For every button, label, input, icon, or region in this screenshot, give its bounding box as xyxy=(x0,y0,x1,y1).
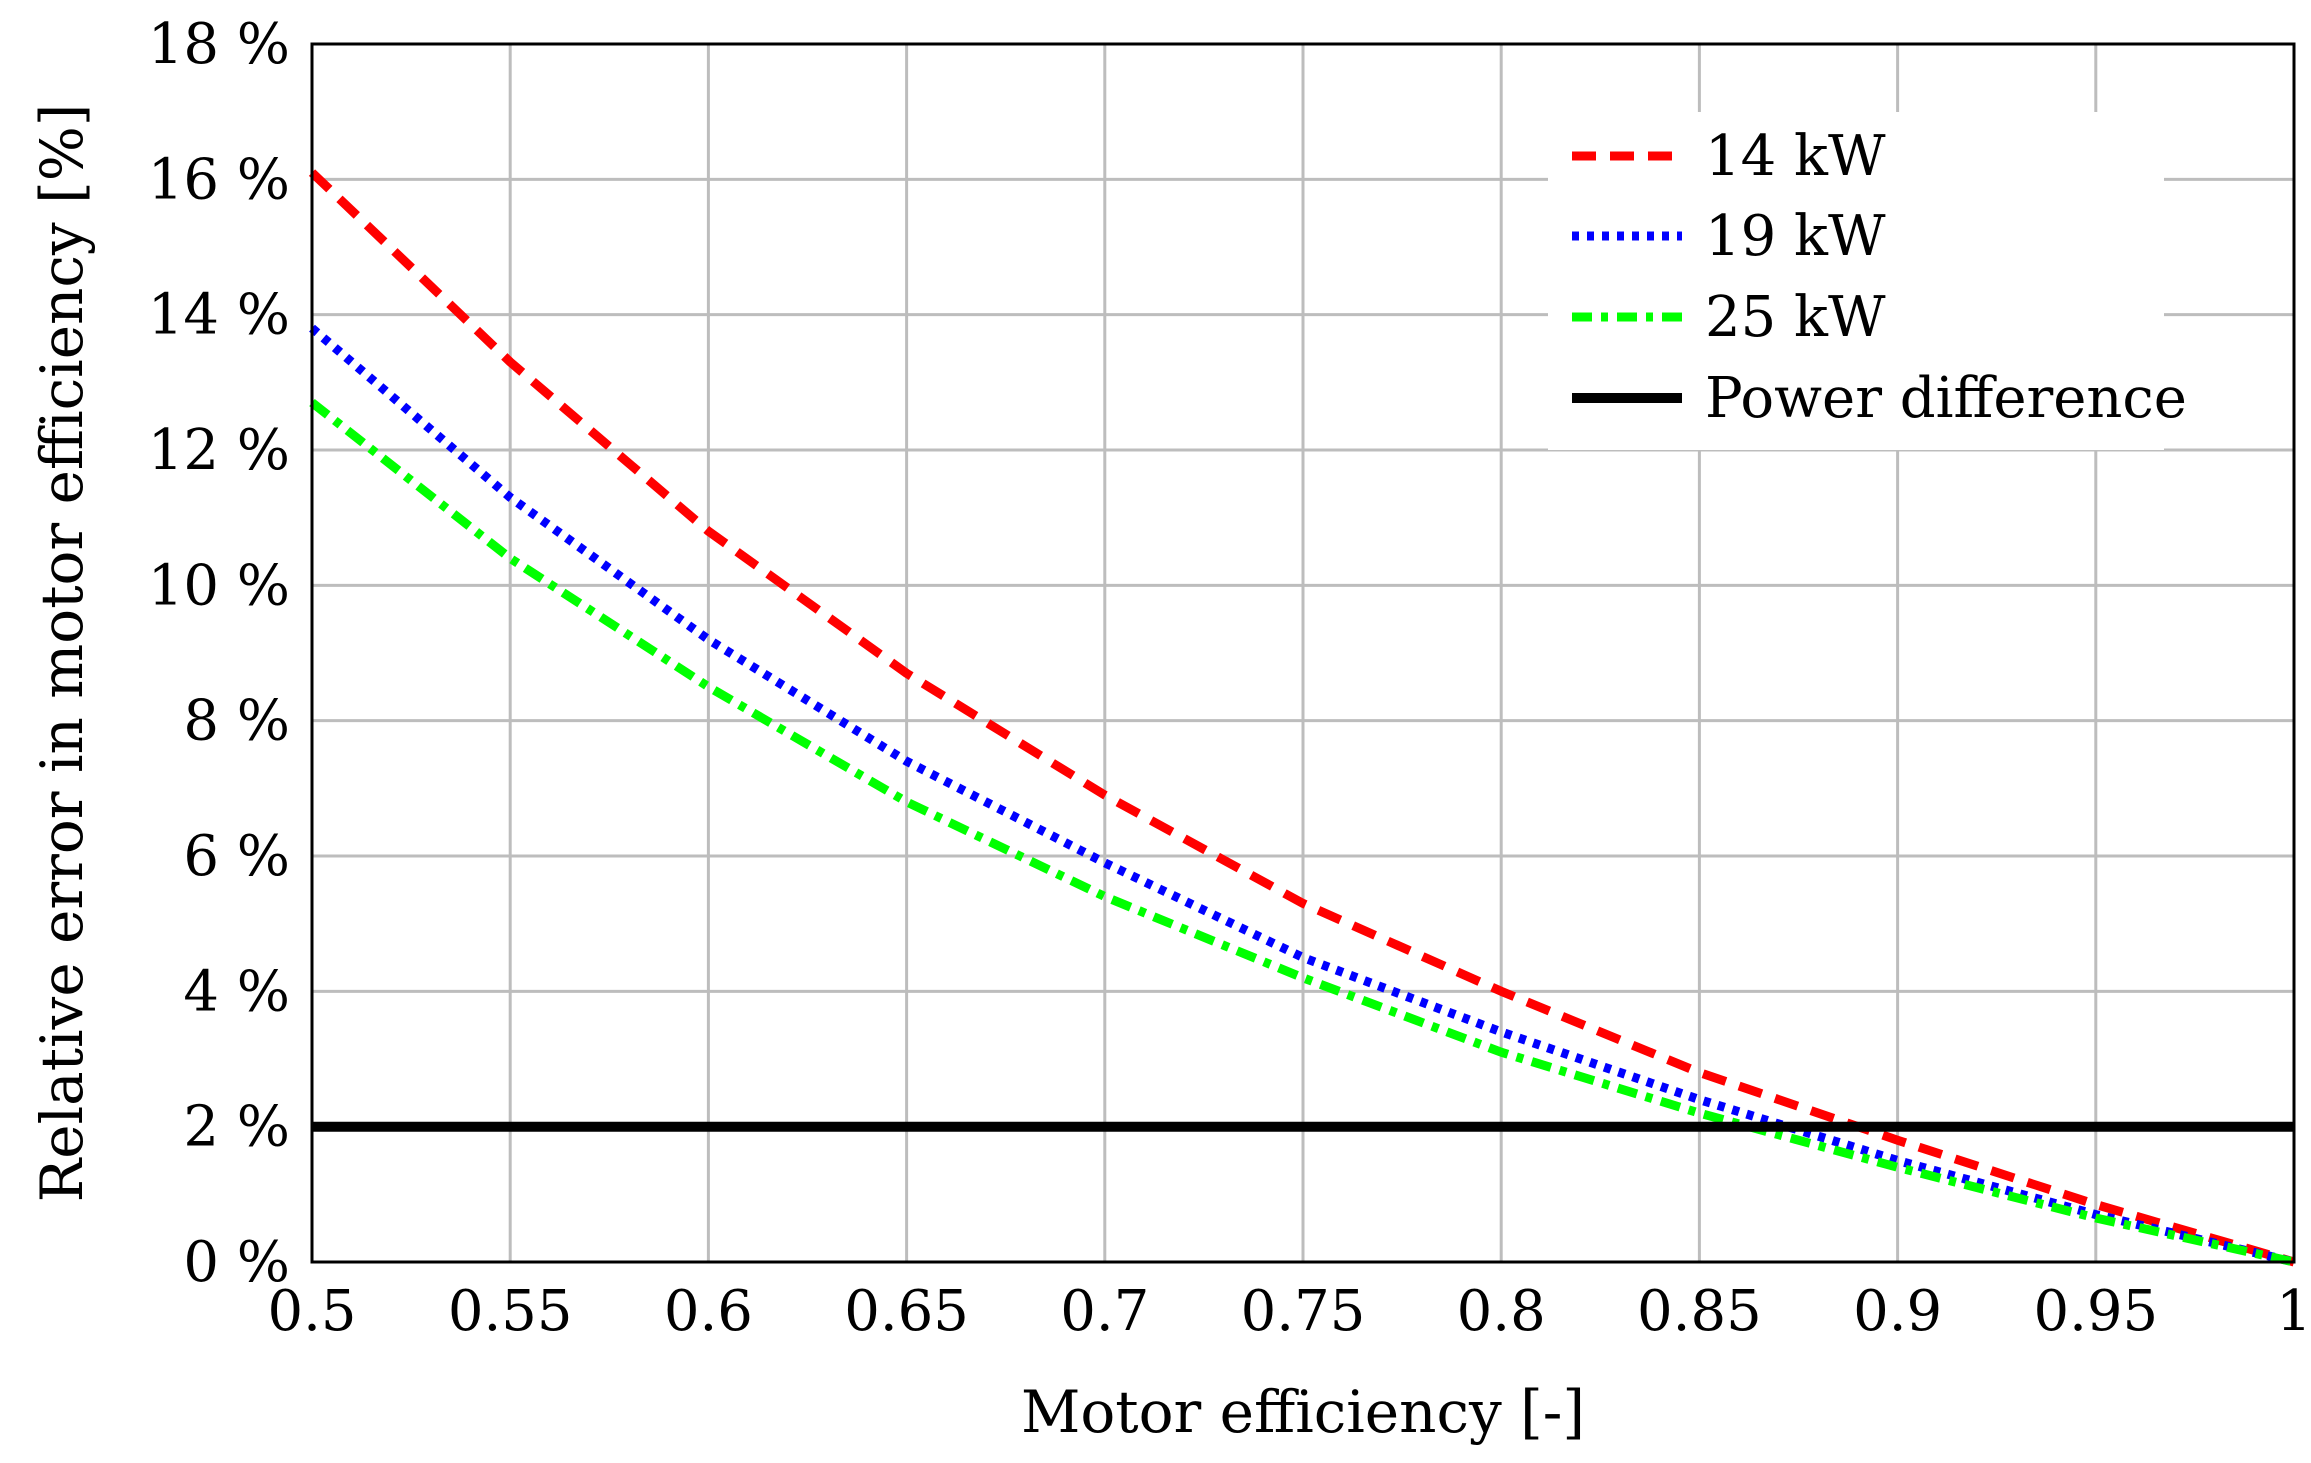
y-tick-label: 18 % xyxy=(148,12,290,77)
x-tick-label: 0.65 xyxy=(844,1279,969,1344)
legend: 14 kW 19 kW 25 kW Power difference xyxy=(1548,112,2187,450)
series-line-25-kw xyxy=(309,399,2295,1267)
x-tick-label: 0.55 xyxy=(448,1279,573,1344)
x-tick-label: 0.6 xyxy=(664,1279,753,1344)
x-tick-label: 0.8 xyxy=(1457,1279,1546,1344)
y-tick-label: 12 % xyxy=(148,418,290,483)
x-tick-label: 0.95 xyxy=(2033,1279,2158,1344)
legend-label-14kw: 14 kW xyxy=(1705,124,1886,189)
y-tick-label: 6 % xyxy=(183,824,290,889)
y-tick-label: 14 % xyxy=(148,283,290,348)
y-tick-label: 0 % xyxy=(183,1230,290,1295)
y-axis-label: Relative error in motor efficiency [%] xyxy=(28,104,96,1203)
series-line-14-kw xyxy=(308,169,2296,1267)
x-axis-label: Motor efficiency [-] xyxy=(1021,1378,1585,1446)
legend-label-power-difference: Power difference xyxy=(1705,366,2187,431)
y-tick-label: 8 % xyxy=(183,689,290,754)
tick-labels: 0.5 0.55 0.6 0.65 0.7 0.75 0.8 0.85 0.9 0.95 10 %2… xyxy=(148,12,2311,1344)
legend-label-19kw: 19 kW xyxy=(1705,204,1886,269)
x-tick-label: 0.75 xyxy=(1241,1279,1366,1344)
series-group xyxy=(308,169,2296,1267)
plot-frame xyxy=(310,42,2296,1264)
y-tick-label: 10 % xyxy=(148,553,290,618)
series-line-19-kw xyxy=(309,324,2296,1267)
y-tick-label: 16 % xyxy=(148,147,290,212)
y-tick-label: 4 % xyxy=(183,959,290,1024)
x-tick-label: 0.85 xyxy=(1637,1279,1762,1344)
x-tick-label: 0.5 xyxy=(267,1279,356,1344)
legend-label-25kw: 25 kW xyxy=(1705,285,1886,350)
y-tick-label: 2 % xyxy=(183,1095,290,1160)
x-tick-label: 1 xyxy=(2276,1279,2311,1344)
x-tick-label: 0.9 xyxy=(1853,1279,1942,1344)
x-tick-label: 0.7 xyxy=(1060,1279,1149,1344)
